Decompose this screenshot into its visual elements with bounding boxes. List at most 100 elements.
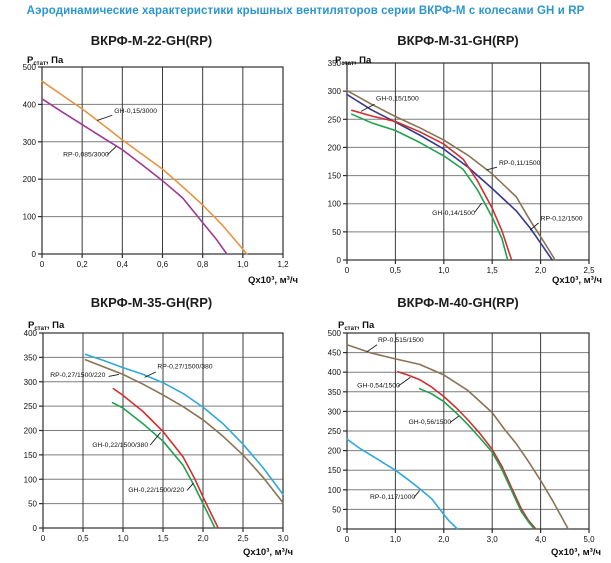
x-tick-label: 0,4 — [117, 260, 129, 269]
series-line — [397, 370, 537, 530]
grid — [343, 332, 590, 533]
y-tick-label: 350 — [328, 388, 342, 397]
y-tick-label: 0 — [337, 525, 342, 534]
chart-canvas-1: 0 100 200 300 400 500 0 0,2 0,4 0,6 0,8 1,0 1,2 GH-0,… — [23, 55, 298, 286]
plot-border — [42, 332, 284, 529]
series-line — [418, 387, 536, 530]
series-line — [41, 80, 248, 255]
x-tick-label: 1,0 — [438, 266, 450, 275]
y-tick-label: 200 — [24, 427, 38, 436]
x-tick-label: 0 — [345, 535, 350, 544]
series-label-leader — [397, 376, 411, 387]
series-label-leader — [360, 103, 375, 112]
y-axis-title: Pстат, Па — [28, 320, 65, 332]
series-line — [350, 109, 513, 261]
series-label-leader — [366, 344, 378, 353]
series-label: GH-0,15/3000 — [114, 108, 157, 115]
y-tick-label: 0 — [33, 524, 38, 533]
series-line — [112, 387, 219, 529]
series-label: GH-0,15/1500 — [376, 96, 419, 103]
x-tick-label: 1,5 — [487, 266, 499, 275]
series-label-leader — [97, 114, 113, 121]
y-tick-label: 50 — [332, 228, 341, 237]
plot-border — [346, 332, 590, 530]
series-label: RP-0,12/1500 — [541, 216, 583, 223]
x-tick-label: 1,2 — [277, 260, 289, 269]
y-axis-title: Pстат, Па — [338, 320, 375, 332]
series-label: GH-0,22/1500/220 — [128, 487, 184, 494]
chart-title-vkrf-m-31: ВКРФ-М-31-GH(RP) — [397, 33, 519, 48]
y-tick-label: 150 — [328, 466, 342, 475]
y-tick-label: 100 — [328, 200, 342, 209]
series-label: RP-0,085/3000 — [63, 151, 109, 158]
x-tick-label: 2,0 — [197, 534, 209, 543]
x-tick-label: 1,0 — [117, 534, 129, 543]
series-label-leader — [186, 482, 194, 491]
y-tick-label: 300 — [24, 378, 38, 387]
series-label-leader — [529, 222, 539, 231]
series-label: GH-0,56/1500 — [408, 419, 451, 426]
x-tick-label: 1,0 — [237, 260, 249, 269]
series-label: RP-0,515/1500 — [378, 337, 424, 344]
x-tick-label: 4,0 — [535, 535, 547, 544]
x-tick-label: 0,8 — [197, 260, 209, 269]
y-tick-label: 400 — [23, 100, 37, 109]
chart-title-vkrf-m-35: ВКРФ-М-35-GH(RP) — [90, 295, 213, 310]
y-axis-title: Pстат, Па — [27, 55, 64, 67]
x-tick-label: 0 — [40, 260, 45, 269]
x-tick-label: 0,5 — [390, 266, 402, 275]
x-axis-title: Qx10³, м³/ч — [248, 275, 298, 286]
series-label-leader — [486, 166, 498, 171]
series-label: RP-0,27/1500/380 — [157, 364, 212, 371]
chart-canvas-3: 0 50 100 150 200 250 300 350 400 0 0,5 1,0 1,5 2,0 2,5… — [24, 320, 293, 558]
series-line — [84, 358, 284, 504]
y-tick-label: 400 — [24, 329, 38, 338]
plot-border — [346, 62, 590, 261]
x-axis-title: Qx10³, м³/ч — [552, 275, 602, 286]
y-tick-label: 100 — [23, 213, 37, 222]
y-tick-label: 300 — [328, 407, 342, 416]
y-tick-label: 200 — [328, 447, 342, 456]
series-line — [346, 343, 570, 530]
y-tick-label: 100 — [24, 475, 38, 484]
x-tick-label: 2,5 — [583, 266, 595, 275]
series-label: RP-0,11/1500 — [499, 160, 541, 167]
series-label-leader — [144, 371, 156, 378]
chart-title-vkrf-m-40: ВКРФ-М-40-GH(RP) — [397, 295, 519, 310]
series-label: RP-0,117/1000 — [370, 494, 415, 501]
x-axis-title: Qx10³, м³/ч — [551, 547, 601, 558]
x-tick-label: 0,2 — [77, 260, 89, 269]
series-label: RP-0,27/1500/220 — [50, 372, 105, 379]
series-label-leader — [108, 373, 120, 377]
x-axis-title: Qx10³, м³/ч — [243, 547, 293, 558]
series-line — [350, 113, 509, 261]
x-tick-label: 0 — [41, 534, 46, 543]
y-tick-label: 50 — [332, 505, 341, 514]
series-label-leader — [413, 490, 420, 498]
y-tick-label: 500 — [23, 63, 37, 72]
series-line — [346, 438, 459, 530]
series-line — [111, 401, 216, 529]
y-tick-label: 200 — [328, 143, 342, 152]
plot-border — [41, 66, 284, 255]
x-tick-label: 3,0 — [277, 534, 289, 543]
series-label-leader — [106, 145, 117, 156]
y-tick-label: 300 — [23, 138, 37, 147]
series-label-leader — [149, 432, 161, 446]
chart-title-vkrf-m-22: ВКРФ-М-22-GH(RP) — [90, 33, 213, 48]
x-tick-label: 2,0 — [438, 535, 450, 544]
series-line — [41, 97, 228, 255]
y-axis-title: Pстат, Па — [335, 55, 372, 67]
y-tick-label: 350 — [328, 59, 342, 68]
y-tick-label: 150 — [24, 451, 38, 460]
y-tick-label: 500 — [328, 329, 342, 338]
y-tick-label: 100 — [328, 486, 342, 495]
series-line — [84, 353, 284, 496]
y-tick-label: 0 — [337, 256, 342, 265]
x-tick-label: 0 — [345, 266, 350, 275]
chart-canvas-2: 0 50 100 150 200 250 300 350 0 0,5 1,0 1,5 2,0 2,5 GH-… — [328, 55, 602, 286]
x-tick-label: 1,5 — [157, 534, 169, 543]
y-tick-label: 400 — [328, 368, 342, 377]
